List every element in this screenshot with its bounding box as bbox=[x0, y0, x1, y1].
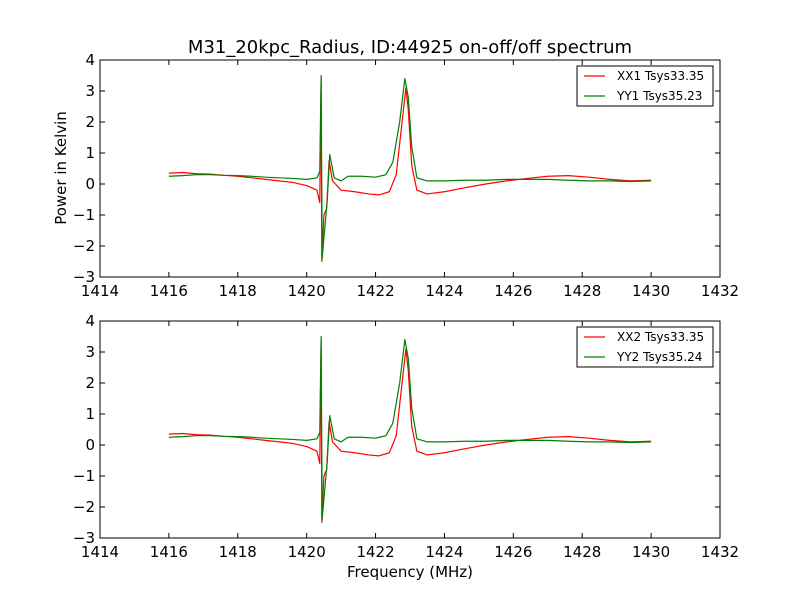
legend-entry: XX1 Tsys33.35 bbox=[617, 69, 704, 83]
x-axis-label: Frequency (MHz) bbox=[347, 563, 473, 581]
y-tick-label: 1 bbox=[85, 405, 95, 423]
legend-entry: YY2 Tsys35.24 bbox=[616, 350, 702, 364]
y-tick-label: 4 bbox=[85, 51, 95, 69]
legend: XX2 Tsys33.35 YY2 Tsys35.24 bbox=[576, 326, 714, 368]
legend-box bbox=[576, 65, 714, 107]
y-tick-label: 1 bbox=[85, 144, 95, 162]
y-tick-label: 2 bbox=[85, 113, 95, 131]
x-tick-label: 1432 bbox=[701, 282, 739, 300]
series-line-xx bbox=[168, 339, 652, 524]
x-tick-label: 1430 bbox=[632, 543, 670, 561]
y-tick-label: 4 bbox=[85, 312, 95, 330]
y-tick-label: −1 bbox=[73, 467, 95, 485]
top-spectrum-panel: 1414 1416 1418 1420 1422 1424 1426 1428 1430 1432… bbox=[73, 51, 739, 300]
x-tick-label: 1428 bbox=[563, 543, 601, 561]
y-axis-label: Power in Kelvin bbox=[52, 111, 70, 225]
plot-frame bbox=[99, 320, 721, 539]
x-tick-label: 1414 bbox=[81, 282, 119, 300]
plot-frame bbox=[99, 59, 721, 278]
legend: XX1 Tsys33.35 YY1 Tsys35.23 bbox=[576, 65, 714, 107]
y-tick-label: −3 bbox=[73, 268, 95, 286]
x-tick-label: 1414 bbox=[81, 543, 119, 561]
x-tick-label: 1428 bbox=[563, 282, 601, 300]
x-tick-label: 1416 bbox=[150, 282, 188, 300]
x-tick-label: 1418 bbox=[219, 543, 257, 561]
y-tick-label: 3 bbox=[85, 343, 95, 361]
series-line-xx bbox=[168, 78, 652, 263]
x-tick-label: 1416 bbox=[150, 543, 188, 561]
x-tick-label: 1424 bbox=[425, 543, 463, 561]
legend-box bbox=[576, 326, 714, 368]
y-tick-label: 0 bbox=[85, 175, 95, 193]
series-line-yy bbox=[168, 74, 652, 259]
chart-title: M31_20kpc_Radius, ID:44925 on-off/off sp… bbox=[188, 37, 632, 58]
x-tick-label: 1426 bbox=[494, 282, 532, 300]
y-tick-label: 3 bbox=[85, 82, 95, 100]
y-tick-label: 0 bbox=[85, 436, 95, 454]
y-tick-label: −2 bbox=[73, 237, 95, 255]
bottom-spectrum-panel: 1414 1416 1418 1420 1422 1424 1426 1428 1430 1432… bbox=[73, 312, 739, 561]
x-tick-label: 1418 bbox=[219, 282, 257, 300]
legend-entry: YY1 Tsys35.23 bbox=[616, 89, 702, 103]
x-tick-label: 1420 bbox=[288, 282, 326, 300]
x-tick-label: 1432 bbox=[701, 543, 739, 561]
y-tick-label: 2 bbox=[85, 374, 95, 392]
x-tick-label: 1420 bbox=[288, 543, 326, 561]
x-tick-label: 1422 bbox=[356, 543, 394, 561]
y-tick-label: −3 bbox=[73, 529, 95, 547]
x-tick-label: 1424 bbox=[425, 282, 463, 300]
x-tick-label: 1430 bbox=[632, 282, 670, 300]
y-tick-label: −1 bbox=[73, 206, 95, 224]
legend-entry: XX2 Tsys33.35 bbox=[617, 330, 704, 344]
y-tick-label: −2 bbox=[73, 498, 95, 516]
x-tick-label: 1426 bbox=[494, 543, 532, 561]
x-tick-label: 1422 bbox=[356, 282, 394, 300]
series-line-yy bbox=[168, 335, 652, 520]
